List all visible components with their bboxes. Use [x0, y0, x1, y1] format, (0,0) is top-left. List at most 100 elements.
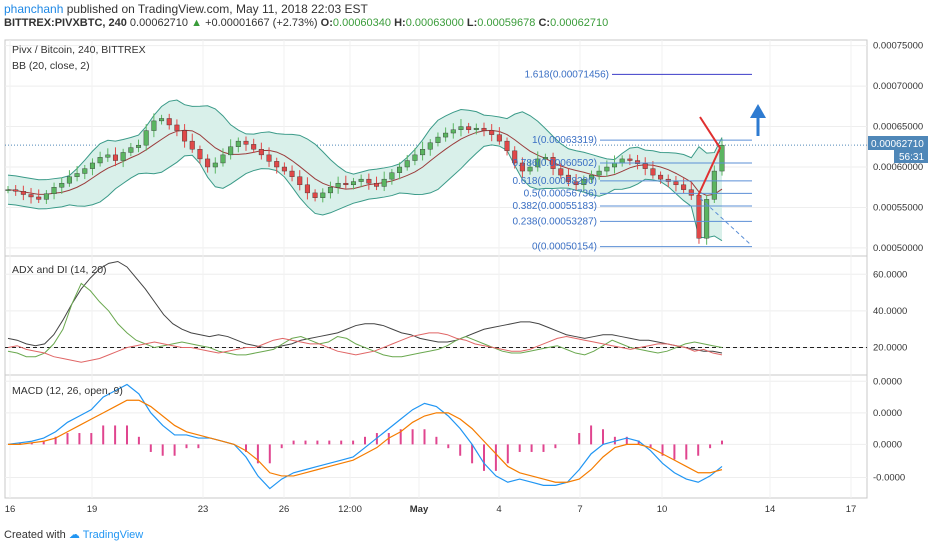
candle-body [535, 158, 541, 168]
candle-body [604, 166, 610, 172]
candle-body [558, 168, 564, 176]
candle-body [220, 154, 226, 164]
candle-body [189, 140, 195, 150]
high-label: H: [394, 17, 406, 29]
candle-body [412, 154, 418, 161]
price-pane-title: Pivx / Bitcoin, 240, BITTREX [12, 44, 146, 56]
candle-body [59, 182, 65, 188]
candle-body [274, 161, 280, 168]
price-tick-label: 0.00060000 [873, 162, 923, 173]
macd-tick-label: -0.0000 [873, 473, 905, 484]
candle-body [642, 163, 648, 169]
plus-di-line [7, 282, 723, 358]
price-tick-label: 0.00050000 [873, 243, 923, 254]
candle-body [366, 178, 372, 184]
candle-body [581, 178, 587, 186]
candle-body [719, 144, 725, 172]
fib-retracement[interactable]: 1.618(0.00071456) 1(0.00063319) 0.786(0.00… [512, 69, 752, 253]
adx-tick-label: 60.0000 [873, 269, 907, 280]
candle-body [297, 176, 303, 186]
adx-tick-label: 40.0000 [873, 306, 907, 317]
candle-body [266, 154, 272, 162]
macd-signal-line [8, 399, 723, 483]
candle-body [658, 174, 664, 180]
macd-tick-label: 0.0000 [873, 376, 902, 387]
author-link[interactable]: phanchanh [4, 2, 64, 16]
symbol-label: BITTREX:PIVXBTC, 240 [4, 17, 127, 29]
fib-level-label: 1.618(0.00071456) [524, 69, 609, 80]
fib-level-label: 0(0.00050154) [532, 242, 597, 253]
candle-body [320, 192, 326, 198]
time-tick-label: 12:00 [338, 504, 362, 515]
candle-body [66, 176, 72, 184]
up-arrow-annotation [750, 104, 766, 136]
bb-indicator-label: BB (20, close, 2) [12, 60, 90, 72]
time-tag-bg [894, 150, 928, 163]
candle-body [565, 174, 571, 182]
candle-body [89, 162, 95, 169]
candle-body [358, 178, 364, 182]
price-tick-label: 0.00065000 [873, 122, 923, 133]
candle-body [650, 168, 656, 176]
candle-body [635, 160, 641, 164]
macd-tick-label: 0.0000 [873, 439, 902, 450]
candle-body [228, 146, 234, 156]
macd-line [7, 383, 723, 490]
candle-body [13, 189, 19, 192]
candle-body [512, 150, 518, 164]
candle-body [97, 157, 103, 164]
grid-lines [5, 40, 867, 498]
candle-body [43, 193, 49, 200]
candle-body [258, 149, 264, 156]
candle-body [612, 162, 618, 168]
candle-body [519, 162, 525, 172]
price-change: +0.00001667 (+2.73%) [205, 17, 318, 29]
candle-body [174, 124, 180, 131]
candle-body [381, 178, 387, 187]
candle-body [619, 158, 625, 164]
candle-body [182, 130, 188, 142]
candle-body [105, 154, 111, 158]
candle-body [542, 157, 548, 160]
time-tick-label: May [410, 504, 429, 515]
price-tag-bg [868, 136, 928, 150]
candle-body [112, 154, 118, 161]
candle-body [243, 140, 249, 145]
candle-body [527, 166, 533, 172]
time-tick-label: 10 [657, 504, 668, 515]
candle-body [5, 189, 11, 191]
candle-body [136, 144, 142, 148]
candle-body [36, 196, 42, 200]
macd-pane-title: MACD (12, 26, open, 9) [12, 385, 123, 397]
time-tick-label: 17 [846, 504, 857, 515]
candle-body [688, 189, 694, 196]
candle-body [74, 173, 80, 177]
bb-lower-band [7, 144, 723, 242]
candle-body [573, 181, 579, 186]
candle-body [389, 172, 395, 180]
price-tick-label: 0.00075000 [873, 41, 923, 52]
tradingview-brand-link[interactable]: TradingView [82, 529, 144, 541]
fib-level-label: 0.786(0.00060502) [512, 158, 597, 169]
fib-level-label: 0.5(0.00056736) [524, 188, 597, 199]
time-tick-label: 23 [198, 504, 209, 515]
candle-body [458, 126, 464, 130]
candle-body [435, 136, 441, 143]
candle-body [711, 170, 717, 200]
time-tick-label: 26 [279, 504, 290, 515]
time-tick-label: 16 [5, 504, 16, 515]
adx-pane-title: ADX and DI (14, 20) [12, 264, 107, 276]
chart-frame [4, 39, 868, 499]
publish-text: published on TradingView.com, May 11, 20… [66, 2, 368, 16]
candle-body [335, 182, 341, 188]
candle-body [588, 174, 594, 180]
tradingview-logo-icon: ☁ [68, 529, 80, 541]
candle-body [704, 199, 710, 239]
adx-line [7, 260, 723, 354]
candle-body [496, 134, 502, 142]
candle-body [374, 182, 380, 187]
fib-level-label: 0.238(0.00053287) [512, 216, 597, 227]
time-tick-label: 19 [87, 504, 98, 515]
candle-body [681, 184, 687, 190]
